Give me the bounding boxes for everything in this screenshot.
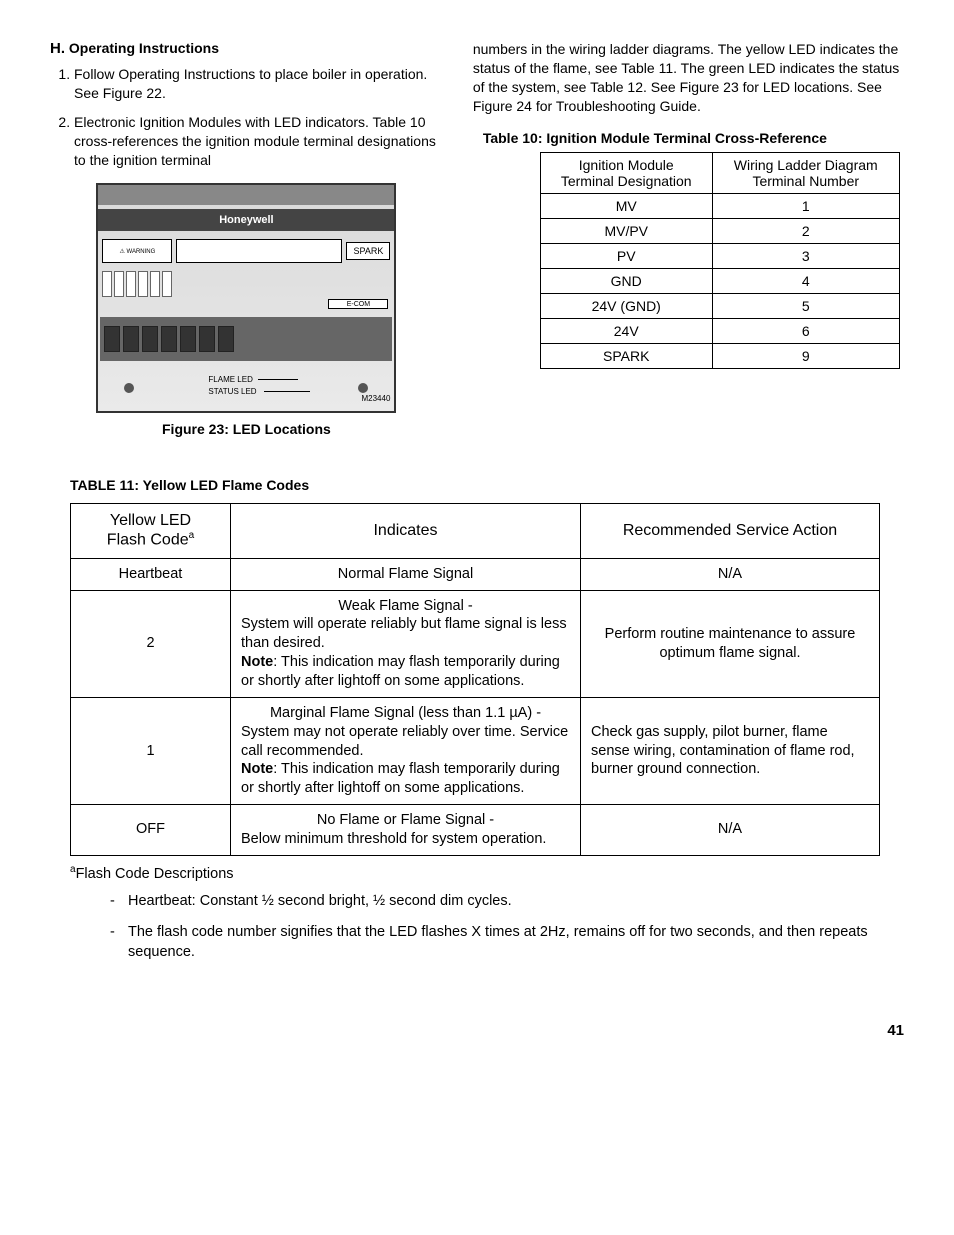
page-number: 41 [50,1022,904,1039]
instruction-list: Follow Operating Instructions to place b… [74,65,443,169]
table10-title: Table 10: Ignition Module Terminal Cross… [525,130,900,146]
t10-h2: Wiring Ladder DiagramTerminal Number [712,152,899,193]
table-row: 24V (GND)5 [540,293,899,318]
table-row: MV/PV2 [540,218,899,243]
continued-paragraph: numbers in the wiring ladder diagrams. T… [473,40,900,116]
table-row: 2 Weak Flame Signal - System will operat… [71,590,880,697]
figure-brand: Honeywell [98,209,394,231]
figure-image: Honeywell ⚠ WARNING SPARK E-COM FLAME LE… [96,183,396,413]
table11-title: TABLE 11: Yellow LED Flame Codes [70,477,904,493]
ecom-label: E-COM [328,299,388,309]
t11-h2: Indicates [231,504,581,558]
section-heading: H. Operating Instructions [50,40,443,57]
table-row: MV1 [540,193,899,218]
footnote: aFlash Code Descriptions [70,864,904,882]
table-row: 24V6 [540,318,899,343]
flame-led-label: FLAME LED [208,375,252,384]
t11-h3: Recommended Service Action [581,504,880,558]
table-10: Ignition ModuleTerminal Designation Wiri… [540,152,900,369]
section-title: Operating Instructions [69,40,219,56]
footnote-item: Heartbeat: Constant ½ second bright, ½ s… [110,892,904,912]
table-row: OFF No Flame or Flame Signal - Below min… [71,805,880,856]
spark-label: SPARK [346,242,390,260]
table-row: PV3 [540,243,899,268]
table-11: Yellow LED Flash Codea Indicates Recomme… [70,503,880,855]
figure-23: Honeywell ⚠ WARNING SPARK E-COM FLAME LE… [50,183,443,437]
table-row: GND4 [540,268,899,293]
figure-code: M23440 [361,394,390,403]
status-led-label: STATUS LED [208,387,256,396]
figure-caption: Figure 23: LED Locations [50,421,443,437]
t10-h1: Ignition ModuleTerminal Designation [540,152,712,193]
instruction-item: Follow Operating Instructions to place b… [74,65,443,103]
section-letter: H. [50,40,65,57]
table-row: 1 Marginal Flame Signal (less than 1.1 µ… [71,697,880,804]
footnote-list: Heartbeat: Constant ½ second bright, ½ s… [110,892,904,963]
warning-label: ⚠ WARNING [102,239,172,263]
instruction-item: Electronic Ignition Modules with LED ind… [74,113,443,170]
table-row: Heartbeat Normal Flame Signal N/A [71,558,880,590]
t11-h1: Yellow LED Flash Codea [71,504,231,558]
table-row: SPARK9 [540,343,899,368]
footnote-item: The flash code number signifies that the… [110,923,904,962]
